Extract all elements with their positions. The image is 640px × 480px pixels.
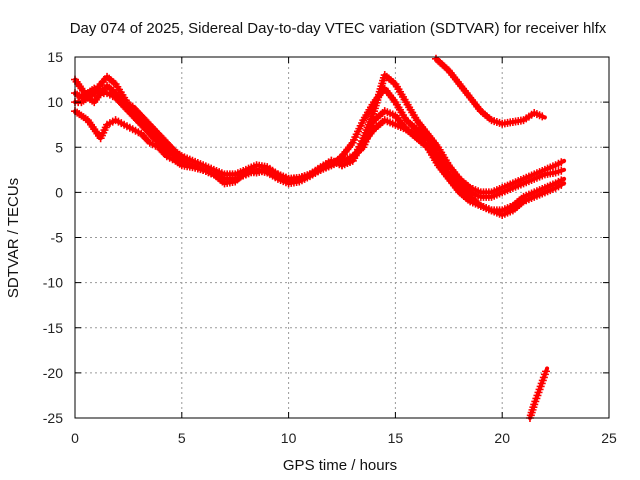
chart-title: Day 074 of 2025, Sidereal Day-to-day VTE… <box>70 20 607 37</box>
y-tick-label: 5 <box>55 139 63 155</box>
y-tick-label: 10 <box>47 94 63 110</box>
grid-lines <box>75 57 609 418</box>
y-tick-label: -20 <box>43 365 63 381</box>
x-tick-label: 15 <box>388 430 404 446</box>
x-tick-label: 5 <box>178 430 186 446</box>
y-axis-label: SDTVAR / TECUs <box>5 178 22 298</box>
y-tick-label: 0 <box>55 184 63 200</box>
x-axis-label: GPS time / hours <box>283 457 397 474</box>
y-tick-labels: 15 10 5 0 -5 -10 -15 -20 -25 <box>43 49 63 426</box>
x-tick-label: 25 <box>601 430 617 446</box>
data-point <box>538 112 547 121</box>
y-tick-label: -5 <box>51 230 64 246</box>
series-track-5 <box>431 54 547 128</box>
x-tick-label: 0 <box>71 430 79 446</box>
x-tick-labels: 0 5 10 15 20 25 <box>71 430 617 446</box>
y-tick-label: -10 <box>43 275 63 291</box>
y-tick-label: -15 <box>43 320 63 336</box>
y-tick-label: 15 <box>47 49 63 65</box>
x-tick-label: 20 <box>494 430 510 446</box>
data-point <box>557 166 566 175</box>
axis-ticks <box>74 56 610 419</box>
data-point <box>541 367 550 376</box>
x-tick-label: 10 <box>281 430 297 446</box>
data-point <box>557 176 566 185</box>
data-point <box>557 158 566 167</box>
series-track-6 <box>525 366 550 422</box>
y-tick-label: -25 <box>43 410 63 426</box>
data-traces <box>71 54 567 422</box>
